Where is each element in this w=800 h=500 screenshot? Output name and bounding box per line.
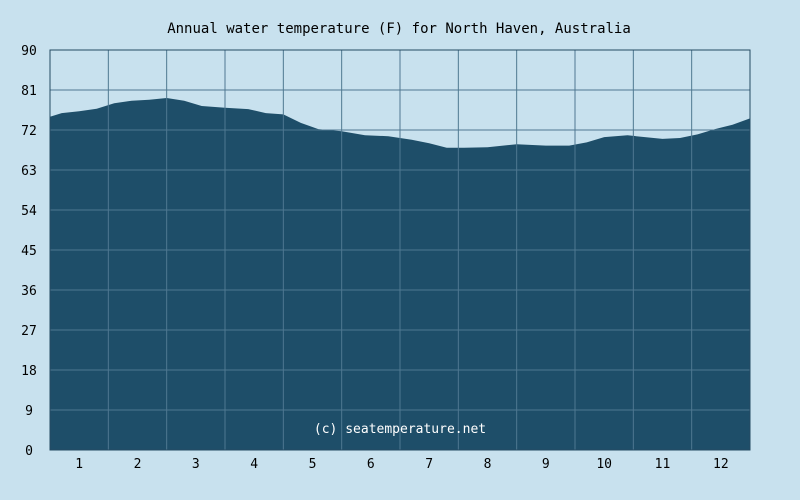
y-tick-label: 18 [21, 364, 37, 379]
x-tick-label: 2 [134, 457, 142, 472]
x-tick-label: 11 [655, 457, 671, 472]
y-tick-label: 81 [21, 84, 37, 99]
y-tick-label: 72 [21, 124, 37, 139]
x-tick-label: 3 [192, 457, 200, 472]
y-tick-label: 45 [21, 244, 37, 259]
y-tick-label: 63 [21, 164, 37, 179]
chart-title: Annual water temperature (F) for North H… [167, 21, 631, 37]
x-axis-ticks: 1 2 3 4 5 6 7 8 9 10 11 12 [75, 457, 728, 472]
x-tick-label: 6 [367, 457, 375, 472]
y-tick-label: 36 [21, 284, 37, 299]
plot-area [49, 49, 751, 451]
y-tick-label: 0 [25, 444, 33, 459]
y-tick-label: 9 [25, 404, 33, 419]
x-tick-label: 12 [713, 457, 729, 472]
x-tick-label: 7 [425, 457, 433, 472]
credit-text: (c) seatemperature.net [314, 422, 486, 437]
x-tick-label: 10 [596, 457, 612, 472]
x-tick-label: 1 [75, 457, 83, 472]
x-tick-label: 4 [250, 457, 258, 472]
y-tick-label: 27 [21, 324, 37, 339]
x-tick-label: 9 [542, 457, 550, 472]
x-tick-label: 8 [484, 457, 492, 472]
y-axis-ticks: 0 9 18 27 36 45 54 63 72 81 90 [21, 44, 37, 459]
x-tick-label: 5 [309, 457, 317, 472]
y-tick-label: 54 [21, 204, 37, 219]
plot-frame [49, 49, 751, 451]
y-tick-label: 90 [21, 44, 37, 59]
